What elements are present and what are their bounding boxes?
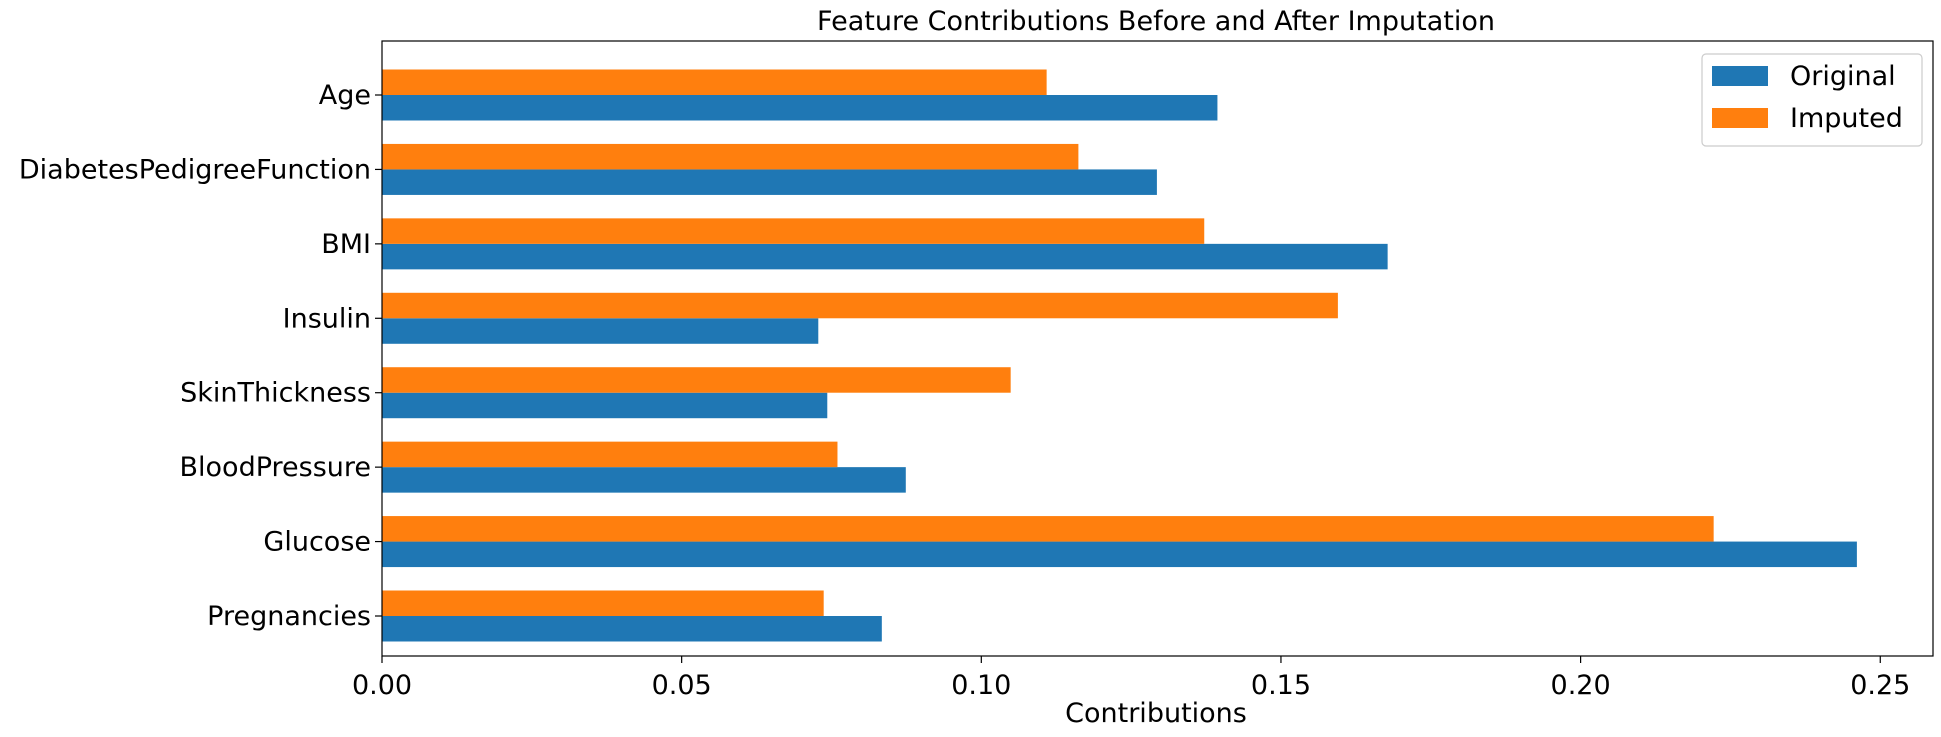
legend-label-imputed: Imputed — [1790, 103, 1903, 134]
bar-original-bloodpressure — [382, 467, 906, 493]
plot-frame — [381, 40, 1934, 657]
legend-swatch-imputed — [1712, 108, 1768, 128]
bar-original-diabetespedigreefunction — [382, 169, 1157, 195]
x-tick-label: 0.20 — [1551, 670, 1611, 701]
legend-swatch-original — [1712, 66, 1768, 86]
x-tick-label: 0.10 — [951, 670, 1011, 701]
y-tick-label: Pregnancies — [207, 601, 371, 632]
bar-imputed-bmi — [382, 218, 1205, 244]
bar-original-skinthickness — [382, 392, 828, 419]
y-tick-label: Age — [319, 80, 371, 111]
bar-imputed-bloodpressure — [382, 441, 838, 468]
chart-title: Feature Contributions Before and After I… — [817, 6, 1495, 37]
bar-original-bmi — [382, 243, 1388, 270]
bar-imputed-insulin — [382, 292, 1338, 319]
bar-imputed-pregnancies — [382, 590, 824, 616]
bar-original-age — [382, 95, 1218, 121]
bar-imputed-age — [382, 69, 1047, 95]
y-tick-label: DiabetesPedigreeFunction — [19, 154, 371, 185]
y-axis: Pregnancies Glucose BloodPressure SkinThick… — [19, 80, 382, 632]
bar-imputed-skinthickness — [382, 367, 1011, 393]
y-tick-label: BMI — [321, 229, 371, 260]
bar-original-glucose — [382, 541, 1857, 568]
x-tick-label: 0.25 — [1850, 670, 1910, 701]
legend-label-original: Original — [1790, 61, 1896, 92]
x-axis: 0.00 0.05 0.10 0.15 0.20 0.25 — [352, 656, 1910, 701]
y-tick-label: Glucose — [263, 527, 371, 558]
bar-imputed-diabetespedigreefunction — [382, 143, 1079, 170]
bar-original-pregnancies — [382, 616, 882, 642]
x-tick-label: 0.05 — [652, 670, 712, 701]
y-tick-label: BloodPressure — [180, 452, 372, 483]
legend: Original Imputed — [1701, 53, 1923, 147]
y-tick-label: Insulin — [283, 303, 371, 334]
x-axis-label: Contributions — [1065, 698, 1247, 729]
bars-group — [382, 69, 1857, 642]
bar-imputed-glucose — [382, 516, 1714, 542]
bar-original-insulin — [382, 318, 819, 344]
y-tick-label: SkinThickness — [180, 378, 371, 409]
x-tick-label: 0.15 — [1251, 670, 1311, 701]
x-tick-label: 0.00 — [352, 670, 412, 701]
